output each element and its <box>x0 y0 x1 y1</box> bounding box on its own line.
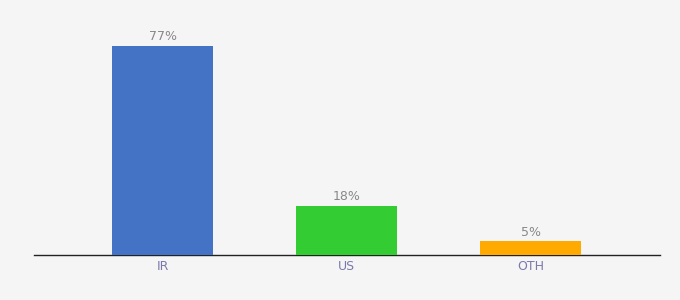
Bar <box>112 46 214 255</box>
Bar <box>480 242 581 255</box>
Bar <box>296 206 397 255</box>
Text: 18%: 18% <box>333 190 360 203</box>
Text: 5%: 5% <box>521 226 541 239</box>
Text: 77%: 77% <box>149 30 177 43</box>
